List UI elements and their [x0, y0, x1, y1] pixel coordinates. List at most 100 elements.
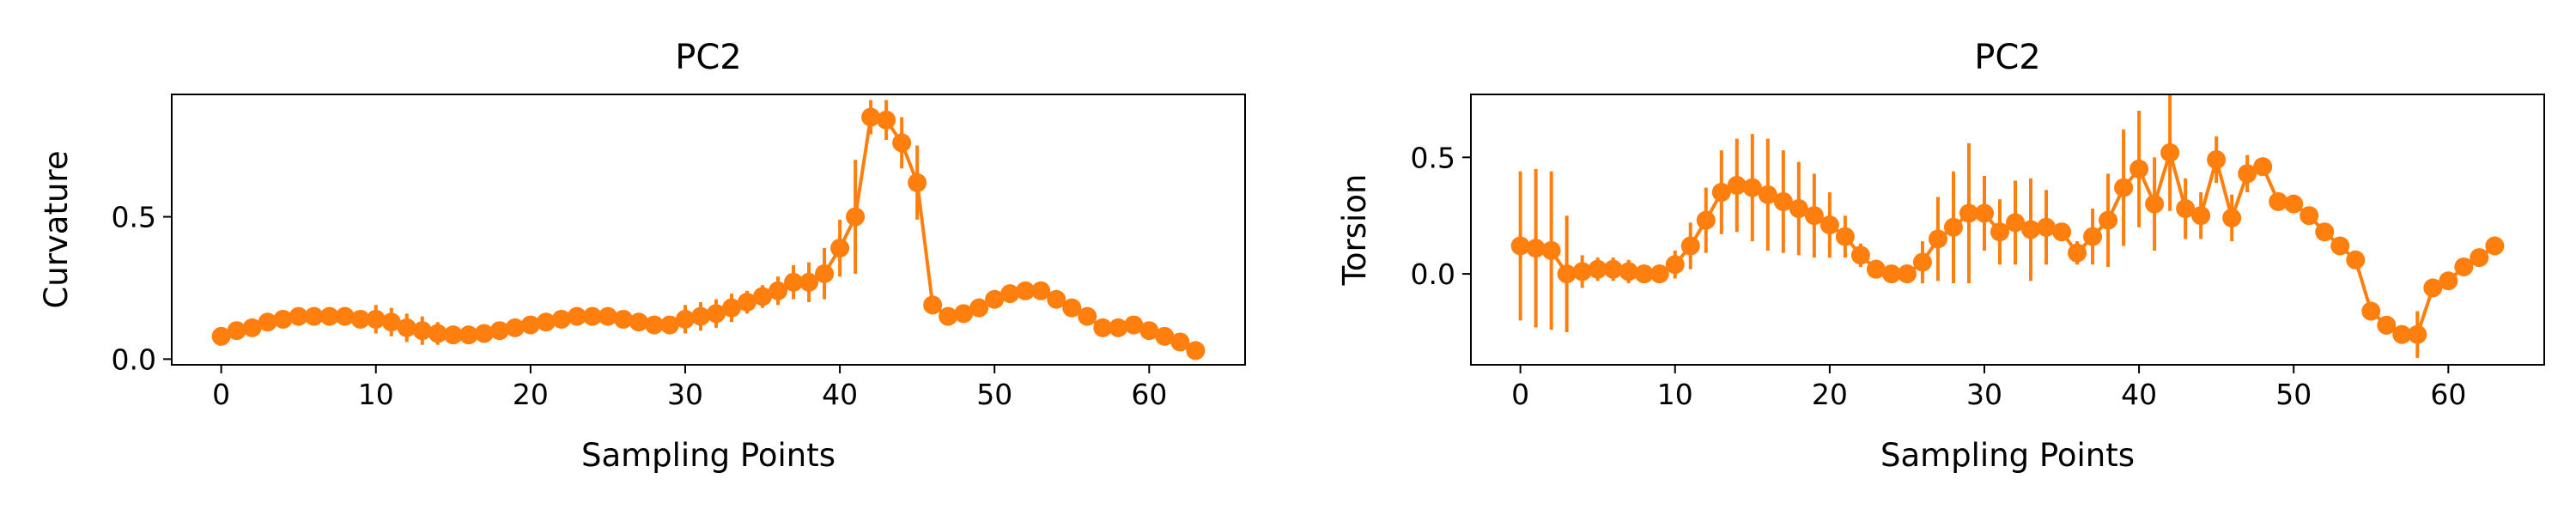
data-point — [1758, 185, 1777, 204]
x-tick-label: 0 — [1511, 378, 1529, 411]
data-point — [2145, 194, 2165, 214]
data-point — [2377, 315, 2397, 335]
x-tick-label: 10 — [358, 378, 394, 411]
data-point — [2222, 208, 2242, 227]
data-point — [1510, 236, 1530, 256]
data-point — [738, 293, 757, 312]
data-point — [2160, 142, 2180, 162]
data-point — [1155, 326, 1175, 346]
data-point — [799, 272, 819, 292]
data-point — [1881, 264, 1901, 284]
data-point — [722, 298, 742, 318]
data-point — [1742, 178, 1762, 197]
data-point — [892, 133, 912, 153]
data-point — [815, 264, 835, 283]
data-point — [2052, 222, 2072, 242]
x-tick-label: 50 — [976, 378, 1012, 411]
x-tick-label: 30 — [667, 378, 703, 411]
data-point — [753, 287, 773, 306]
data-point — [1711, 183, 1731, 203]
data-point — [1186, 341, 1206, 360]
data-point — [969, 298, 989, 318]
y-tick-label: 0.0 — [1411, 258, 1455, 291]
data-point — [304, 306, 324, 326]
series-layer — [1510, 94, 2505, 358]
data-point — [2021, 220, 2041, 239]
data-point — [1974, 203, 1994, 223]
data-point — [629, 312, 648, 332]
data-point — [1789, 199, 1808, 219]
data-point — [954, 304, 974, 324]
data-point — [1665, 255, 1685, 275]
data-point — [1557, 264, 1577, 284]
data-point — [1526, 239, 1546, 258]
curvature-chart: PC2 0 10 20 30 40 50 60 0.0 0.5 Sampling Points… — [38, 38, 1246, 474]
x-axis-ticks: 0 10 20 30 40 50 60 — [212, 365, 1167, 411]
data-point — [1619, 262, 1638, 282]
data-point — [1603, 259, 1623, 279]
data-point — [613, 309, 633, 329]
data-point — [1866, 259, 1886, 279]
data-point — [2191, 206, 2211, 226]
data-point — [2485, 236, 2505, 256]
data-point — [2207, 150, 2227, 170]
data-point — [397, 318, 416, 337]
torsion-chart: PC2 0 10 20 30 40 50 60 0.0 0.5 Sampling Points… — [1336, 38, 2545, 474]
x-axis-ticks: 0 10 20 30 40 50 60 — [1511, 365, 2466, 411]
data-point — [520, 315, 540, 335]
data-point — [2439, 271, 2458, 291]
data-point — [1031, 281, 1051, 300]
data-point — [769, 281, 788, 300]
x-tick-label: 40 — [2121, 378, 2157, 411]
data-point — [659, 315, 679, 335]
data-point — [1541, 240, 1561, 260]
data-point — [2099, 210, 2118, 230]
data-point — [2454, 257, 2474, 276]
x-tick-label: 20 — [513, 378, 549, 411]
data-point — [1170, 332, 1190, 352]
data-point — [877, 110, 896, 130]
data-point — [2408, 324, 2427, 344]
data-point — [428, 324, 447, 343]
data-point — [1696, 210, 1716, 230]
data-point — [690, 306, 710, 326]
data-point — [707, 304, 726, 324]
data-point — [443, 325, 463, 345]
y-tick-label: 0.5 — [112, 201, 156, 234]
data-point — [2176, 199, 2196, 219]
data-point — [273, 309, 293, 329]
y-axis-label: Torsion — [1336, 174, 1373, 287]
data-point — [1804, 206, 1824, 226]
data-point — [551, 309, 571, 329]
data-point — [2253, 157, 2273, 177]
x-tick-label: 20 — [1812, 378, 1848, 411]
x-tick-label: 60 — [1131, 378, 1167, 411]
data-point — [2346, 250, 2366, 270]
data-point — [1078, 306, 1097, 326]
data-point — [784, 272, 804, 292]
plot-frame — [171, 94, 1246, 366]
data-point — [1093, 318, 1113, 337]
data-point — [582, 306, 602, 326]
data-point — [985, 289, 1005, 309]
data-point — [1820, 215, 1839, 235]
data-point — [536, 312, 556, 332]
data-point — [489, 321, 509, 341]
data-point — [1572, 262, 1592, 282]
data-point — [939, 306, 958, 326]
x-tick-label: 0 — [212, 378, 230, 411]
data-point — [1047, 289, 1066, 309]
data-point — [598, 306, 617, 326]
data-point — [2006, 213, 2026, 233]
x-tick-label: 60 — [2430, 378, 2466, 411]
data-point — [505, 318, 525, 337]
data-point — [2114, 178, 2134, 197]
data-point — [412, 321, 432, 341]
data-point — [2423, 278, 2443, 298]
data-point — [1124, 315, 1144, 335]
data-point — [675, 309, 695, 329]
x-tick-label: 40 — [822, 378, 858, 411]
series-layer — [211, 100, 1206, 360]
y-tick-label: 0.5 — [1411, 141, 1455, 174]
